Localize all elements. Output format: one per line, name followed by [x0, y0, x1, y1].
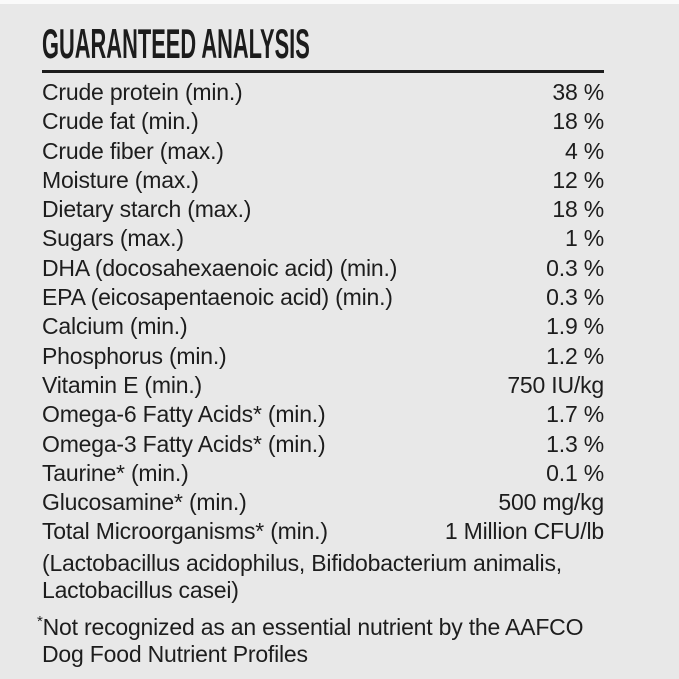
table-row: Total Microorganisms* (min.) 1 Million C… — [42, 517, 604, 546]
row-value: 12 % — [552, 166, 604, 193]
row-label: Omega-3 Fatty Acids* (min.) — [42, 430, 326, 457]
table-row: Crude fat (min.) 18 % — [42, 107, 604, 136]
table-row: Crude protein (min.) 38 % — [42, 78, 604, 107]
row-label: Crude fat (min.) — [42, 108, 199, 135]
row-label: Vitamin E (min.) — [42, 371, 202, 398]
row-label: Crude fiber (max.) — [42, 137, 224, 164]
row-label: EPA (eicosapentaenoic acid) (min.) — [42, 284, 393, 311]
row-label: DHA (docosahexaenoic acid) (min.) — [42, 254, 398, 281]
table-row: EPA (eicosapentaenoic acid) (min.) 0.3 % — [42, 283, 604, 312]
analysis-table: Crude protein (min.) 38 % Crude fat (min… — [42, 78, 604, 547]
table-row: Dietary starch (max.) 18 % — [42, 195, 604, 224]
row-value: 1 % — [564, 225, 604, 252]
row-label: Total Microorganisms* (min.) — [42, 518, 328, 545]
table-row: DHA (docosahexaenoic acid) (min.) 0.3 % — [42, 254, 604, 283]
table-row: Glucosamine* (min.) 500 mg/kg — [42, 488, 604, 517]
row-label: Omega-6 Fatty Acids* (min.) — [42, 401, 326, 428]
label-sheet: GUARANTEED ANALYSIS Crude protein (min.)… — [0, 4, 679, 679]
microorganisms-species-note: (Lactobacillus acidophilus, Bifidobacter… — [42, 549, 562, 603]
footnote-text: Not recognized as an essential nutrient … — [42, 613, 584, 667]
section-title: GUARANTEED ANALYSIS — [42, 20, 310, 67]
footnote-asterisk: * — [37, 612, 43, 630]
row-value: 500 mg/kg — [498, 489, 604, 516]
page-top-strip — [0, 0, 679, 4]
row-label: Sugars (max.) — [42, 225, 184, 252]
aafco-footnote: *Not recognized as an essential nutrient… — [37, 608, 604, 668]
row-value: 1.2 % — [546, 342, 604, 369]
table-row: Moisture (max.) 12 % — [42, 166, 604, 195]
row-label: Phosphorus (min.) — [42, 342, 227, 369]
table-row: Omega-6 Fatty Acids* (min.) 1.7 % — [42, 400, 604, 429]
table-row: Taurine* (min.) 0.1 % — [42, 459, 604, 488]
table-row: Sugars (max.) 1 % — [42, 224, 604, 253]
row-value: 38 % — [552, 79, 604, 105]
row-value: 0.3 % — [546, 284, 604, 311]
row-label: Glucosamine* (min.) — [42, 489, 247, 516]
table-row: Calcium (min.) 1.9 % — [42, 312, 604, 341]
row-label: Calcium (min.) — [42, 313, 188, 340]
row-label: Taurine* (min.) — [42, 459, 189, 486]
row-label: Crude protein (min.) — [42, 79, 243, 105]
row-value: 0.3 % — [546, 254, 604, 281]
row-value: 1.7 % — [546, 401, 604, 428]
row-value: 18 % — [552, 196, 604, 223]
title-divider — [42, 70, 604, 73]
table-row: Omega-3 Fatty Acids* (min.) 1.3 % — [42, 430, 604, 459]
table-row: Phosphorus (min.) 1.2 % — [42, 342, 604, 371]
table-row: Crude fiber (max.) 4 % — [42, 137, 604, 166]
row-label: Dietary starch (max.) — [42, 196, 252, 223]
row-label: Moisture (max.) — [42, 166, 199, 193]
row-value: 750 IU/kg — [507, 371, 604, 398]
row-value: 1 Million CFU/lb — [444, 518, 604, 545]
row-value: 1.9 % — [546, 313, 604, 340]
row-value: 18 % — [552, 108, 604, 135]
row-value: 0.1 % — [546, 459, 604, 486]
row-value: 1.3 % — [546, 430, 604, 457]
row-value: 4 % — [564, 137, 604, 164]
table-row: Vitamin E (min.) 750 IU/kg — [42, 371, 604, 400]
